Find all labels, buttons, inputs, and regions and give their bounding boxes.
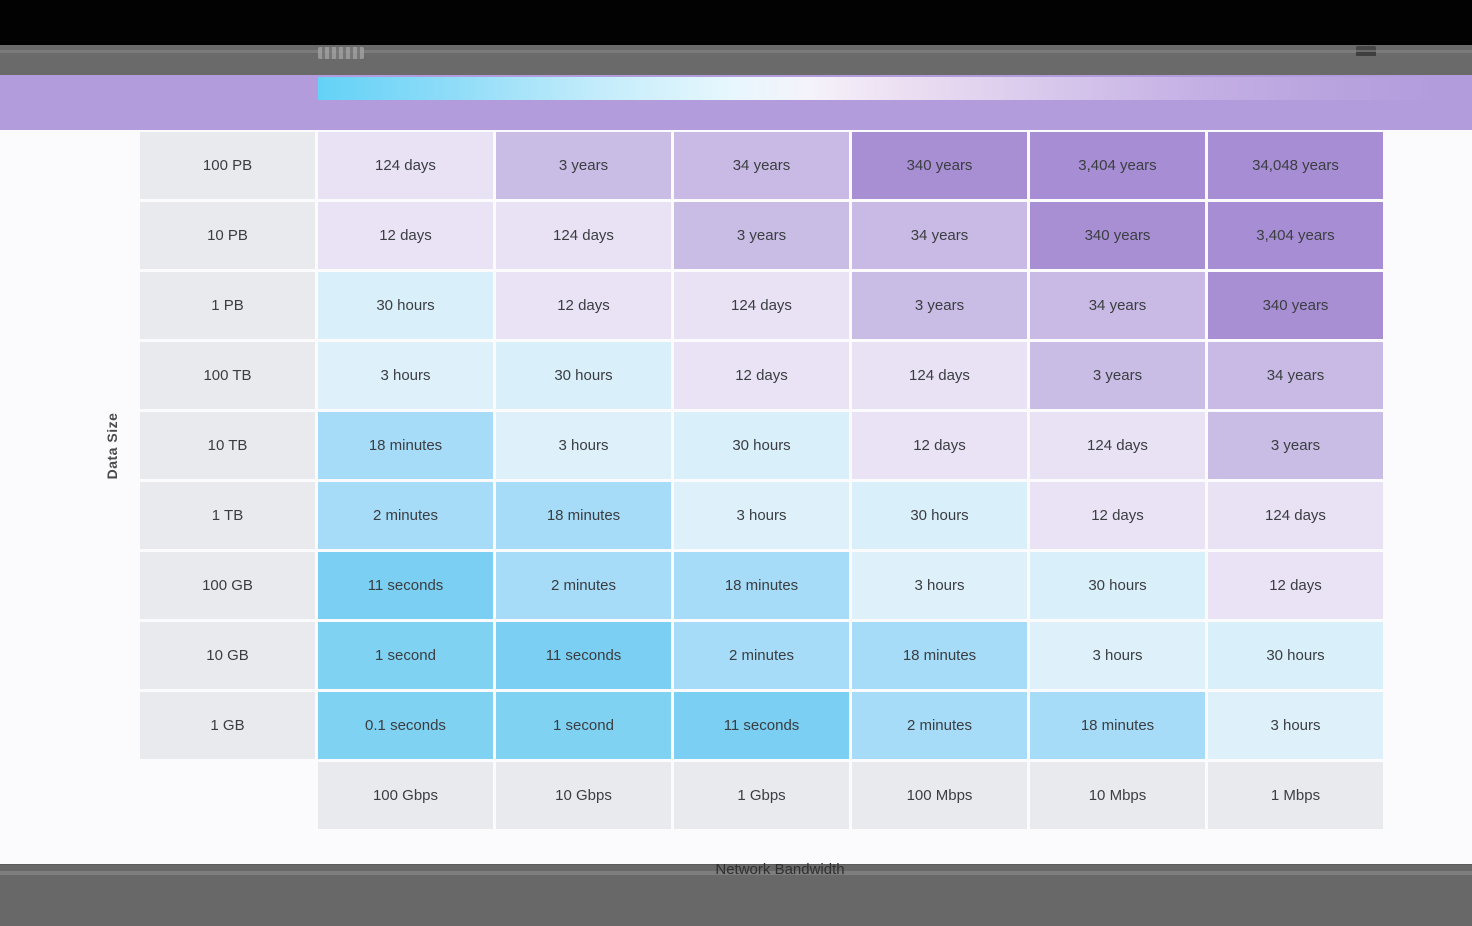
heatmap-cell: 124 days bbox=[1208, 482, 1383, 549]
row-label-cell: 100 GB bbox=[140, 552, 315, 619]
heatmap-cell: 3 years bbox=[852, 272, 1027, 339]
heatmap-cell: 1 second bbox=[318, 622, 493, 689]
col-label-cell: 1 Gbps bbox=[674, 762, 849, 829]
col-label-cell: 10 Gbps bbox=[496, 762, 671, 829]
heatmap-cell: 124 days bbox=[674, 272, 849, 339]
heatmap-cell: 124 days bbox=[496, 202, 671, 269]
heatmap-cell: 124 days bbox=[852, 342, 1027, 409]
heatmap-cell: 18 minutes bbox=[496, 482, 671, 549]
heatmap-cell: 30 hours bbox=[852, 482, 1027, 549]
heatmap-cell: 18 minutes bbox=[852, 622, 1027, 689]
heatmap-cell: 3 years bbox=[496, 132, 671, 199]
heatmap-cell: 3 years bbox=[674, 202, 849, 269]
heatmap-cell: 11 seconds bbox=[496, 622, 671, 689]
row-label-cell: 10 GB bbox=[140, 622, 315, 689]
heatmap-cell: 30 hours bbox=[674, 412, 849, 479]
heatmap-cell: 12 days bbox=[674, 342, 849, 409]
heatmap-cell: 30 hours bbox=[1208, 622, 1383, 689]
heatmap-cell: 340 years bbox=[1208, 272, 1383, 339]
heatmap-cell: 18 minutes bbox=[318, 412, 493, 479]
heatmap-cell: 3 hours bbox=[1208, 692, 1383, 759]
heatmap-cell: 340 years bbox=[1030, 202, 1205, 269]
row-label-cell: 100 PB bbox=[140, 132, 315, 199]
y-axis-label: Data Size bbox=[104, 412, 120, 480]
row-label-cell: 1 PB bbox=[140, 272, 315, 339]
x-axis-label: Network Bandwidth bbox=[715, 861, 845, 878]
row-label-cell: 10 TB bbox=[140, 412, 315, 479]
transfer-time-color-legend bbox=[318, 77, 1440, 100]
heatmap-cell: 3 hours bbox=[852, 552, 1027, 619]
col-label-cell: 100 Gbps bbox=[318, 762, 493, 829]
col-label-cell: 100 Mbps bbox=[852, 762, 1027, 829]
heatmap-cell: 0.1 seconds bbox=[318, 692, 493, 759]
row-label-cell: 1 GB bbox=[140, 692, 315, 759]
heatmap-cell: 12 days bbox=[852, 412, 1027, 479]
heatmap-cell: 11 seconds bbox=[318, 552, 493, 619]
letterbox-top bbox=[0, 0, 1472, 45]
row-label-cell: 1 TB bbox=[140, 482, 315, 549]
heatmap-cell: 3 hours bbox=[496, 412, 671, 479]
bottom-seek-bar[interactable] bbox=[0, 871, 1472, 875]
heatmap-cell: 18 minutes bbox=[1030, 692, 1205, 759]
col-label-cell: 1 Mbps bbox=[1208, 762, 1383, 829]
heatmap-cell: 3,404 years bbox=[1208, 202, 1383, 269]
heatmap-cell: 12 days bbox=[496, 272, 671, 339]
heatmap-cell: 2 minutes bbox=[852, 692, 1027, 759]
heatmap-cell: 340 years bbox=[852, 132, 1027, 199]
heatmap-cell: 34 years bbox=[1208, 342, 1383, 409]
heatmap-cell: 30 hours bbox=[1030, 552, 1205, 619]
heatmap-cell: 124 days bbox=[1030, 412, 1205, 479]
heatmap-cell: 3,404 years bbox=[1030, 132, 1205, 199]
heatmap-cell: 3 years bbox=[1208, 412, 1383, 479]
heatmap-cell: 34 years bbox=[674, 132, 849, 199]
heatmap-cell: 12 days bbox=[1208, 552, 1383, 619]
col-label-cell: 10 Mbps bbox=[1030, 762, 1205, 829]
toolbar-icon[interactable] bbox=[1356, 46, 1376, 59]
heatmap-cell: 2 minutes bbox=[496, 552, 671, 619]
heatmap-cell: 18 minutes bbox=[674, 552, 849, 619]
heatmap-cell: 30 hours bbox=[318, 272, 493, 339]
heatmap-cell: 3 years bbox=[1030, 342, 1205, 409]
heatmap-cell: 2 minutes bbox=[318, 482, 493, 549]
blurred-small-text bbox=[318, 47, 364, 59]
row-label-cell: 10 PB bbox=[140, 202, 315, 269]
heatmap-cell: 1 second bbox=[496, 692, 671, 759]
heatmap-cell: 2 minutes bbox=[674, 622, 849, 689]
heatmap-cell: 3 hours bbox=[1030, 622, 1205, 689]
player-bottom-bar bbox=[0, 864, 1472, 926]
heatmap-cell: 30 hours bbox=[496, 342, 671, 409]
heatmap-cell: 12 days bbox=[1030, 482, 1205, 549]
heatmap-cell: 3 hours bbox=[318, 342, 493, 409]
heatmap-cell: 124 days bbox=[318, 132, 493, 199]
heatmap-cell: 34,048 years bbox=[1208, 132, 1383, 199]
player-top-toolbar bbox=[0, 45, 1472, 75]
transfer-time-heatmap: 100 PB 124 days 3 years 34 years 340 years 3,… bbox=[140, 132, 1383, 829]
heatmap-cell: 34 years bbox=[1030, 272, 1205, 339]
heatmap-cell: 34 years bbox=[852, 202, 1027, 269]
heatmap-cell: 3 hours bbox=[674, 482, 849, 549]
top-seek-bar[interactable] bbox=[0, 50, 1472, 53]
row-label-cell: 100 TB bbox=[140, 342, 315, 409]
slide-header-band bbox=[0, 75, 1472, 130]
corner-cell bbox=[140, 762, 315, 829]
heatmap-cell: 11 seconds bbox=[674, 692, 849, 759]
heatmap-cell: 12 days bbox=[318, 202, 493, 269]
